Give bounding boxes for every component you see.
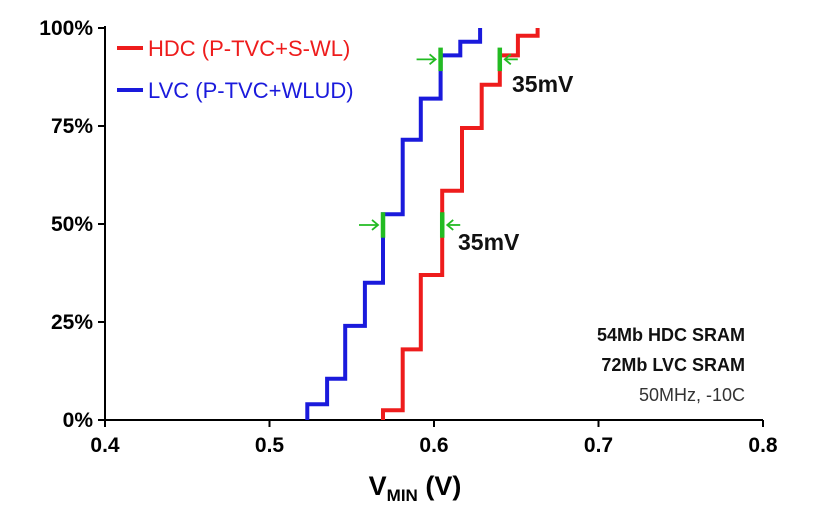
notes-box: 54Mb HDC SRAM 72Mb LVC SRAM 50MHz, -10C — [597, 325, 745, 405]
x-axis-label-sub: MIN — [387, 486, 418, 505]
delta-annotations: 35mV 35mV — [359, 47, 574, 255]
legend-label: LVC (P-TVC+WLUD) — [148, 78, 354, 103]
y-tick-label: 25% — [51, 311, 93, 334]
delta-label: 35mV — [458, 229, 520, 255]
x-tick-label: 0.8 — [748, 434, 778, 457]
x-axis-label-unit: (V) — [418, 471, 462, 501]
arrow-left-head-icon — [503, 53, 512, 66]
y-tick-label: 75% — [51, 115, 93, 138]
y-tick-label: 0% — [63, 409, 94, 432]
axes: 0% 25% 50% 75% 100% 0.4 0.5 0.6 0.7 0.8 — [39, 17, 778, 457]
note-line: 72Mb LVC SRAM — [601, 355, 745, 375]
series-line-hdc — [381, 28, 540, 420]
y-tick-label: 100% — [39, 17, 93, 40]
x-axis-label-main: V — [369, 471, 387, 501]
arrow-left-head-icon — [445, 219, 454, 231]
note-line: 50MHz, -10C — [639, 385, 745, 405]
x-tick-label: 0.4 — [90, 434, 120, 457]
legend: HDC (P-TVC+S-WL) LVC (P-TVC+WLUD) — [117, 36, 354, 103]
arrow-right-head-icon — [429, 53, 437, 66]
delta-label: 35mV — [512, 71, 574, 97]
x-tick-label: 0.7 — [584, 434, 613, 457]
series-lines — [305, 28, 540, 420]
x-tick-label: 0.6 — [419, 434, 448, 457]
note-line: 54Mb HDC SRAM — [597, 325, 745, 345]
legend-label: HDC (P-TVC+S-WL) — [148, 36, 350, 61]
y-tick-label: 50% — [51, 213, 93, 236]
x-tick-label: 0.5 — [255, 434, 285, 457]
x-axis-label: VMIN (V) — [369, 471, 462, 505]
series-line-lvc — [305, 28, 483, 420]
arrow-right-head-icon — [371, 219, 380, 231]
